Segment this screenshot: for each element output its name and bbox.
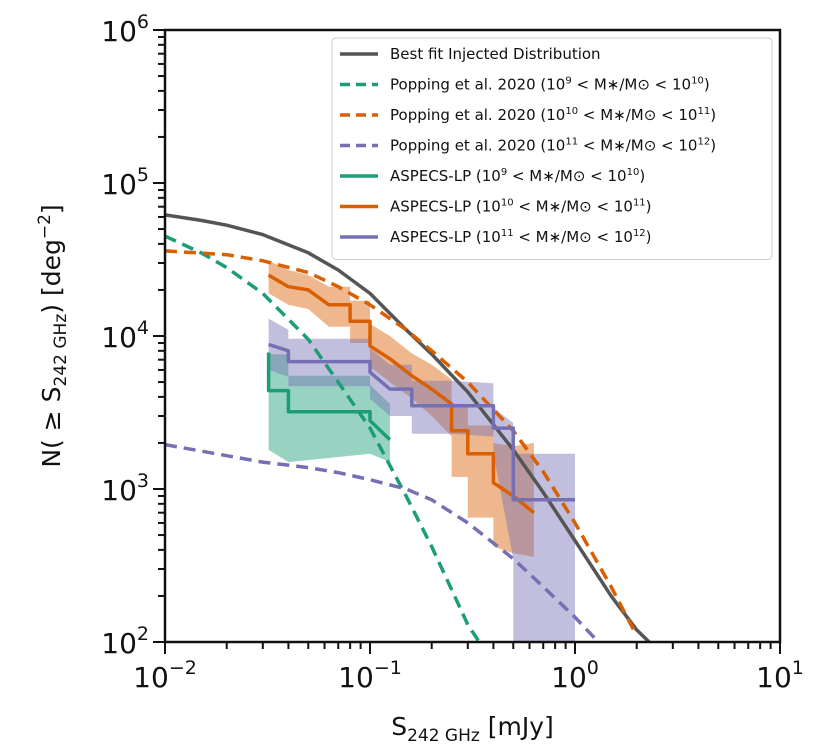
legend-label-aspecs_low: ASPECS-LP (109 < M∗/M⊙ < 1010) [390,167,645,185]
y-tick-label: 104 [101,317,149,354]
series-lines [165,213,651,642]
band-aspecs_low [268,329,390,463]
series-line-bestfit [165,213,651,642]
x-tick-label: 100 [551,657,599,694]
series-line-aspecs_high [268,342,575,502]
y-tick-label: 106 [101,11,149,48]
x-axis-label: S242 GHz [mJy] [391,712,554,746]
y-tick-labels: 102 103 104 105 106 [101,11,149,660]
legend-box [331,37,773,260]
y-tick-label: 102 [101,623,149,660]
x-tick-label: 10−2 [133,657,197,694]
series-line-popping_high [165,442,600,642]
y-axis-label-sup: −2 [35,214,55,239]
legend-label-aspecs_high: ASPECS-LP (1011 < M∗/M⊙ < 1012) [390,228,652,246]
legend-label-bestfit: Best fit Injected Distribution [390,45,601,63]
y-tick-label: 105 [101,164,149,201]
series-line-popping_low [165,234,482,642]
legend-label-popping_high: Popping et al. 2020 (1011 < M∗/M⊙ < 1012… [390,137,716,155]
y-axis-label-sub: 242 GHz [51,314,71,387]
x-tick-label: 101 [756,657,804,694]
x-tick-labels: 10−2 10−1 100 101 [133,657,804,694]
legend: Best fit Injected Distribution Popping et… [331,37,773,260]
y-axis-label-prefix: N( ≥ S [37,386,66,467]
series-line-popping_mid [165,249,639,637]
y-tick-label: 103 [101,470,149,507]
uncertainty-bands [268,260,575,642]
series-line-aspecs_low [266,352,392,441]
x-axis-label-unit: [mJy] [480,712,554,741]
x-axis-label-sub: 242 GHz [407,726,480,746]
legend-label-popping_low: Popping et al. 2020 (109 < M∗/M⊙ < 1010) [390,76,710,94]
y-axis-label-suffix: ) [deg [37,239,66,314]
band-aspecs_mid [268,260,534,557]
legend-label-popping_mid: Popping et al. 2020 (1010 < M∗/M⊙ < 1011… [390,106,716,124]
legend-label-aspecs_mid: ASPECS-LP (1010 < M∗/M⊙ < 1011) [390,198,652,216]
x-axis-label-main: S [391,712,407,741]
y-axis-label: N( ≥ S242 GHz) [deg−2] [35,204,71,467]
axis-ticks [153,29,781,654]
x-tick-label: 10−1 [338,657,402,694]
y-axis-label-close: ] [37,204,66,214]
series-line-aspecs_mid [267,273,536,515]
